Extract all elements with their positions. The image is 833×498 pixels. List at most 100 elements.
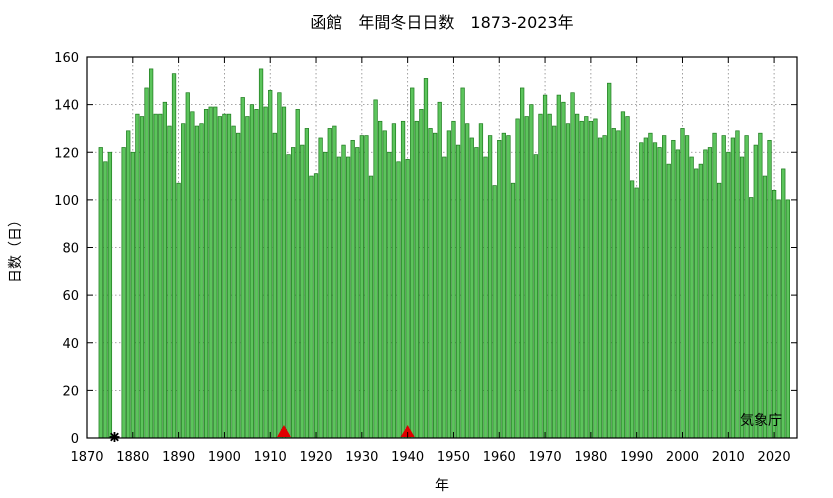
bar [236, 132, 241, 439]
bar [533, 154, 539, 439]
bar [753, 144, 758, 439]
bar [547, 113, 552, 439]
bar [359, 135, 364, 439]
bar [121, 147, 126, 439]
bar [139, 116, 145, 439]
bar [639, 142, 644, 439]
triangle-marker [400, 425, 415, 437]
bar [556, 94, 561, 439]
bar [176, 182, 181, 439]
y-tick-label: 80 [62, 242, 79, 257]
bar [762, 175, 768, 439]
x-tick-label: 1960 [483, 450, 516, 465]
bar [327, 128, 332, 439]
bar [368, 175, 374, 439]
bar [643, 137, 648, 439]
bar [419, 109, 424, 439]
bar [167, 125, 172, 439]
bar [597, 137, 603, 439]
bar [428, 128, 433, 439]
bar [240, 97, 245, 439]
x-tick-label: 1980 [574, 450, 607, 465]
bar [226, 113, 232, 439]
bar [130, 151, 135, 439]
bar [726, 151, 731, 439]
bar [616, 130, 621, 439]
x-tick-label: 1940 [391, 450, 424, 465]
y-tick-label: 60 [62, 289, 79, 304]
y-axis: 0 20 40 60 80 100 120 140 160 [54, 51, 797, 447]
bar [588, 120, 594, 439]
markers [109, 425, 415, 442]
x-tick-label: 1920 [299, 450, 332, 465]
bar [584, 116, 589, 439]
bar [103, 161, 108, 439]
bar [497, 139, 502, 439]
bar [776, 199, 781, 439]
bar [231, 125, 236, 439]
triangle-marker [276, 425, 291, 437]
bar [501, 132, 506, 439]
bar [460, 87, 465, 439]
bar [446, 130, 452, 439]
bar [565, 123, 571, 439]
bar [410, 87, 415, 439]
x-tick-label: 1870 [70, 450, 103, 465]
x-tick-label: 1950 [437, 450, 470, 465]
bar [771, 190, 777, 439]
bar [126, 130, 131, 439]
bar [350, 139, 355, 439]
bar [602, 135, 607, 439]
x-tick-label: 1890 [162, 450, 195, 465]
bar [405, 159, 410, 439]
bar [657, 147, 662, 439]
bar [245, 116, 250, 439]
bar [300, 144, 305, 439]
bar [345, 156, 351, 439]
bar [506, 135, 511, 439]
bar [378, 120, 383, 439]
bar [739, 156, 745, 439]
bar [391, 123, 397, 439]
x-axis-label: 年 [435, 478, 449, 494]
bar [181, 123, 186, 439]
bar [442, 156, 447, 439]
x-tick-label: 1880 [116, 450, 149, 465]
bar [199, 123, 204, 439]
bar [785, 199, 790, 439]
bar [520, 87, 525, 439]
bar [254, 109, 259, 439]
bar [277, 92, 282, 439]
y-tick-label: 120 [54, 146, 79, 161]
bar [437, 101, 442, 439]
bar [208, 106, 213, 439]
bar [703, 149, 708, 439]
bar [524, 116, 529, 439]
x-tick-label: 1900 [208, 450, 241, 465]
bar [286, 154, 291, 439]
bar [323, 151, 328, 439]
bar [712, 132, 717, 439]
bar [675, 149, 681, 439]
bar [662, 135, 667, 439]
bar [510, 182, 516, 439]
x-tick-label: 1990 [620, 450, 653, 465]
bar [625, 116, 630, 439]
x-axis: 1870 1880 1890 1900 1910 1920 1930 1940 1950 1960… [70, 57, 791, 465]
bar [382, 130, 387, 439]
bar [249, 104, 255, 439]
bar [671, 139, 676, 439]
bar [387, 151, 392, 439]
bar [680, 128, 685, 439]
bar [730, 137, 736, 439]
y-axis-label: 日数（日） [8, 213, 24, 283]
bar [373, 99, 378, 439]
bar [781, 168, 786, 439]
bar [538, 113, 543, 439]
bar [492, 185, 497, 439]
bar [414, 120, 419, 439]
bar [153, 113, 158, 439]
bar [515, 118, 520, 439]
bar [707, 147, 713, 439]
y-tick-label: 20 [62, 384, 79, 399]
